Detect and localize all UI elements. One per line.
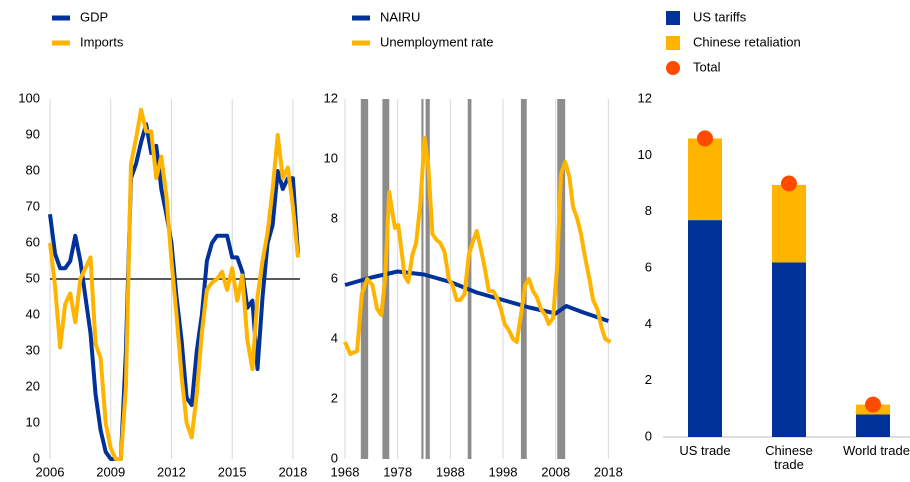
legend-swatch [666,36,680,50]
x-tick-label: 1978 [383,464,412,479]
shaded-period [557,99,566,459]
x-tick-label: 2012 [157,464,186,479]
y-tick-label: 10 [324,150,338,165]
y-tick-label: 60 [26,234,40,249]
y-tick-label: 8 [331,210,338,225]
x-tick-label: Chinese trade [765,443,813,472]
y-tick-label: 10 [638,147,652,162]
x-tick-label: 1998 [489,464,518,479]
y-tick-label: 70 [26,198,40,213]
y-tick-label: 90 [26,126,40,141]
x-tick-label: 2018 [594,464,623,479]
y-tick-label: 4 [645,316,652,331]
x-tick-label: US trade [679,443,731,458]
shaded-period [421,99,424,459]
legend-swatch [666,11,680,25]
y-tick-label: 6 [645,259,652,274]
line-series [344,269,610,323]
line-series [48,107,300,461]
bar-segment [856,414,890,437]
y-tick-label: 100 [18,90,40,105]
legend-label: Unemployment rate [380,34,493,49]
y-tick-label: 4 [331,330,338,345]
y-tick-label: 0 [33,450,40,465]
total-dot [697,130,713,147]
x-tick-label: 2006 [36,464,65,479]
legend-label: GDP [80,9,108,24]
y-tick-label: 50 [26,270,40,285]
x-tick-label: 1968 [331,464,360,479]
total-dot [781,175,797,192]
x-tick-label: 2018 [278,464,307,479]
bar-segment [772,262,806,437]
legend-label: Chinese retaliation [693,34,801,49]
y-tick-label: 0 [645,428,652,443]
y-tick-label: 10 [26,414,40,429]
legend-label: Total [693,59,721,74]
shaded-period [425,99,430,459]
line-series [343,136,612,356]
y-tick-label: 12 [324,90,338,105]
y-tick-label: 8 [645,203,652,218]
bar-segment [688,138,722,221]
total-dot [865,396,881,413]
y-tick-label: 30 [26,342,40,357]
y-tick-label: 2 [331,390,338,405]
y-tick-label: 0 [331,450,338,465]
x-tick-label: 2008 [541,464,570,479]
x-tick-label: 2015 [218,464,247,479]
x-tick-label: World trade [843,443,910,458]
shaded-period [520,99,527,459]
x-tick-label: 2009 [96,464,125,479]
y-tick-label: 6 [331,270,338,285]
bar-segment [772,184,806,263]
y-tick-label: 80 [26,162,40,177]
y-tick-label: 2 [645,372,652,387]
y-tick-label: 12 [638,90,652,105]
legend-label: NAIRU [380,9,420,24]
y-tick-label: 40 [26,306,40,321]
legend-label: US tariffs [693,9,747,24]
legend-swatch [666,61,680,75]
bar-segment [688,220,722,437]
y-tick-label: 20 [26,378,40,393]
legend-label: Imports [80,34,124,49]
shaded-period [467,99,472,459]
x-tick-label: 1988 [436,464,465,479]
